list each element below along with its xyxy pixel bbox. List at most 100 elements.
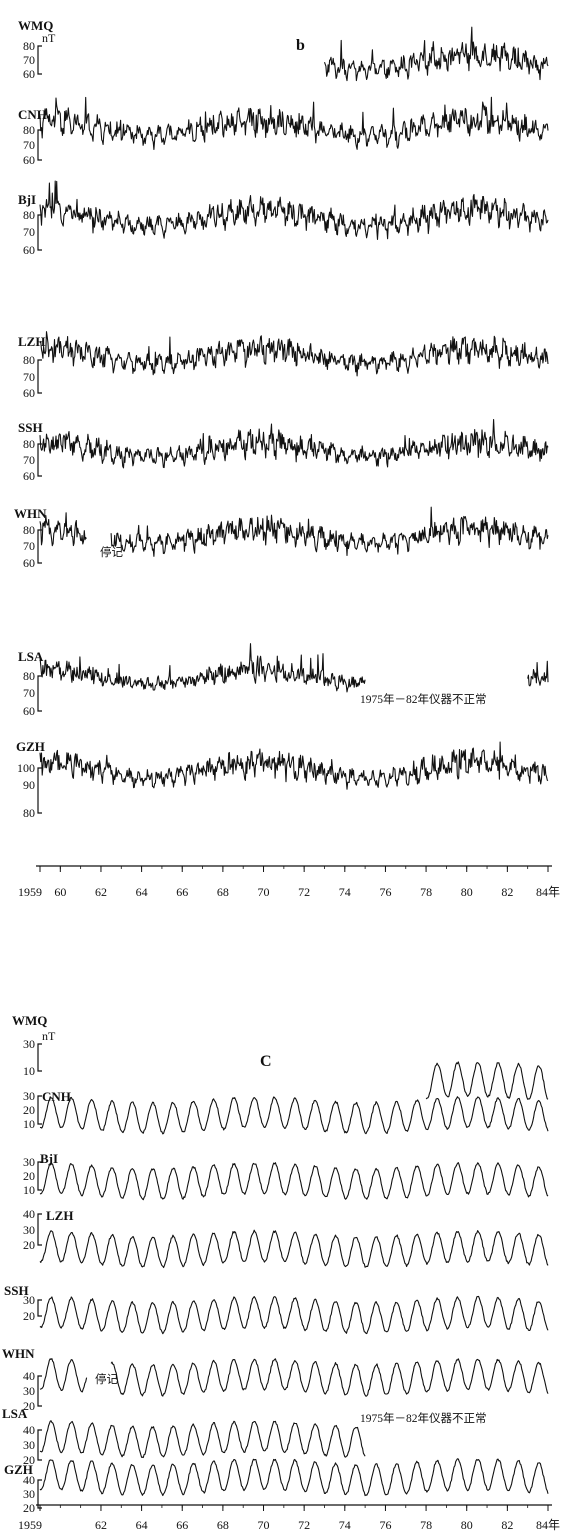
unit-label: nT xyxy=(42,1029,56,1043)
x-tick-label: 74 xyxy=(339,1518,351,1532)
y-tick-label: 70 xyxy=(23,138,35,152)
station-label: WMQ xyxy=(18,18,53,33)
y-tick-label: 70 xyxy=(23,225,35,239)
station-label: WHN xyxy=(14,506,47,521)
x-tick-label: 64 xyxy=(136,885,148,899)
series-line xyxy=(39,1295,549,1335)
series-line xyxy=(39,1229,549,1269)
y-axis-bracket xyxy=(37,529,42,564)
station-gzh: GZH 100 90 80 xyxy=(16,739,549,820)
x-tick-label: 68 xyxy=(217,1518,229,1532)
y-axis-bracket xyxy=(37,1375,42,1407)
station-lzh: LZH 80 70 60 xyxy=(18,331,549,400)
y-axis-bracket xyxy=(37,675,42,712)
annotation: 停记 xyxy=(95,1372,118,1386)
y-axis-bracket xyxy=(37,1095,42,1125)
x-tick-label: 1959 xyxy=(18,1518,42,1532)
y-tick-label: 40 xyxy=(23,1207,35,1221)
y-tick-label: 80 xyxy=(23,123,35,137)
x-tick-label: 70 xyxy=(258,885,270,899)
y-tick-label: 30 xyxy=(23,1487,35,1501)
y-tick-label: 100 xyxy=(17,761,35,775)
y-tick-label: 40 xyxy=(23,1423,35,1437)
series-line xyxy=(110,1358,549,1397)
series-line xyxy=(39,96,549,150)
y-tick-label: 10 xyxy=(23,1117,35,1131)
annotation: 1975年－82年仪器不正常 xyxy=(360,1411,487,1425)
y-tick-label: 30 xyxy=(23,1384,35,1398)
series-line xyxy=(39,1096,549,1135)
y-tick-label: 40 xyxy=(23,1369,35,1383)
y-tick-label: 60 xyxy=(23,153,35,167)
annotation: 1975年－82年仪器不正常 xyxy=(360,692,487,706)
y-axis-bracket xyxy=(37,129,42,161)
series-line xyxy=(323,26,549,82)
y-tick-label: 20 xyxy=(23,1169,35,1183)
station-label: SSH xyxy=(18,420,43,435)
y-tick-label: 80 xyxy=(23,39,35,53)
station-label: LZH xyxy=(18,334,45,349)
y-axis-bracket xyxy=(37,1429,42,1461)
y-tick-label: 60 xyxy=(23,386,35,400)
y-axis-bracket xyxy=(37,1213,42,1246)
y-tick-label: 60 xyxy=(23,469,35,483)
y-tick-label: 90 xyxy=(23,778,35,792)
series-line xyxy=(39,1420,366,1459)
series-line xyxy=(39,512,87,547)
panel-label: b xyxy=(296,37,305,54)
y-tick-label: 20 xyxy=(23,1453,35,1467)
x-tick-label: 72 xyxy=(298,885,310,899)
y-tick-label: 70 xyxy=(23,539,35,553)
y-tick-label: 80 xyxy=(23,669,35,683)
station-label: WHN xyxy=(2,1346,35,1361)
x-tick-label: 60 xyxy=(54,885,66,899)
station-label: LSA xyxy=(18,649,44,664)
y-tick-label: 70 xyxy=(23,686,35,700)
series-line xyxy=(39,1458,549,1497)
annotation: 停记 xyxy=(100,545,123,559)
y-tick-label: 20 xyxy=(23,1309,35,1323)
x-tick-label: 62 xyxy=(95,1518,107,1532)
series-line xyxy=(527,660,549,687)
y-axis-bracket xyxy=(37,1043,42,1072)
station-label: CNH xyxy=(18,107,47,122)
y-tick-label: 80 xyxy=(23,353,35,367)
x-tick-label: 72 xyxy=(298,1518,310,1532)
y-tick-label: 80 xyxy=(23,437,35,451)
y-tick-label: 60 xyxy=(23,67,35,81)
station-label: SSH xyxy=(4,1283,29,1298)
station-wmq: WMQ 30 10 nT xyxy=(12,1013,549,1100)
station-lsa: LSA 80 70 60 xyxy=(18,643,549,718)
x-tick-label: 84年 xyxy=(536,1518,560,1532)
y-tick-label: 10 xyxy=(23,1064,35,1078)
station-label: LZH xyxy=(46,1208,73,1223)
y-tick-label: 30 xyxy=(23,1155,35,1169)
y-tick-label: 30 xyxy=(23,1089,35,1103)
x-tick-label: 66 xyxy=(176,1518,188,1532)
y-axis-bracket xyxy=(37,767,42,814)
series-line xyxy=(39,1358,88,1393)
y-tick-label: 60 xyxy=(23,704,35,718)
x-tick-label: 62 xyxy=(95,885,107,899)
panel-b: bWMQ807060nTCNH807060BjI807060LZH807060S… xyxy=(14,18,560,899)
y-tick-label: 70 xyxy=(23,53,35,67)
x-tick-label: 76 xyxy=(379,885,391,899)
y-tick-label: 70 xyxy=(23,370,35,384)
station-label: CNH xyxy=(42,1089,71,1104)
y-axis-bracket xyxy=(37,45,42,75)
x-tick-label: 76 xyxy=(379,1518,391,1532)
y-axis-bracket xyxy=(37,1479,42,1509)
y-tick-label: 60 xyxy=(23,556,35,570)
series-line xyxy=(425,1061,549,1100)
y-tick-label: 80 xyxy=(23,806,35,820)
